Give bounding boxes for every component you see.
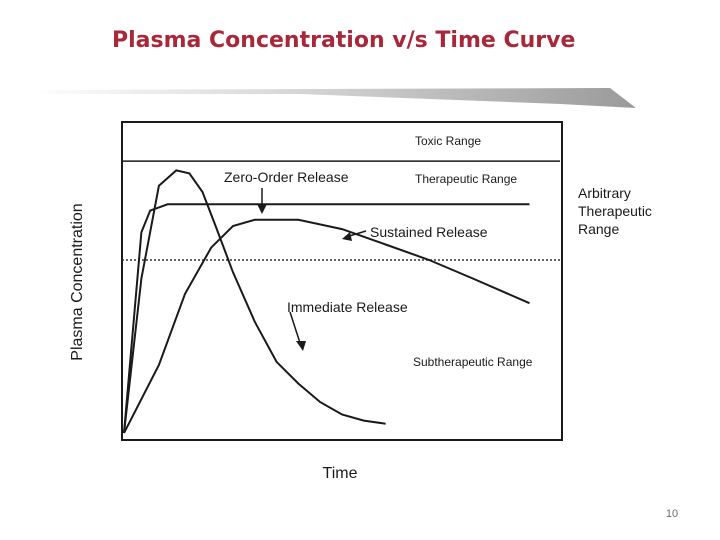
arbitrary-range-label-2: Therapeutic <box>578 203 652 219</box>
sustained-arrowhead <box>342 232 352 241</box>
sustained-release-label: Sustained Release <box>370 224 488 240</box>
immediate-arrowhead <box>296 341 306 351</box>
title-underline-swoosh <box>30 88 636 108</box>
slide-title: Plasma Concentration v/s Time Curve <box>112 28 576 53</box>
immediate-release-curve <box>123 169 386 434</box>
immediate-release-label: Immediate Release <box>287 299 408 315</box>
x-axis-label: Time <box>323 465 358 482</box>
y-axis-label: Plasma Concentration <box>69 203 86 360</box>
slide-number: 10 <box>665 508 679 520</box>
toxic-range-label: Toxic Range <box>415 134 481 148</box>
arbitrary-range-label-1: Arbitrary <box>578 185 631 201</box>
immediate-arrow <box>289 311 302 347</box>
sustained-release-curve <box>123 218 530 434</box>
zero-order-release-curve <box>123 203 530 434</box>
plot-frame <box>121 121 563 441</box>
zero-order-arrowhead <box>257 204 267 214</box>
subtherapeutic-range-label: Subtherapeutic Range <box>413 355 533 369</box>
zero-order-release-label: Zero-Order Release <box>224 169 349 185</box>
therapeutic-range-label: Therapeutic Range <box>415 172 517 186</box>
arbitrary-range-label-3: Range <box>578 221 619 237</box>
